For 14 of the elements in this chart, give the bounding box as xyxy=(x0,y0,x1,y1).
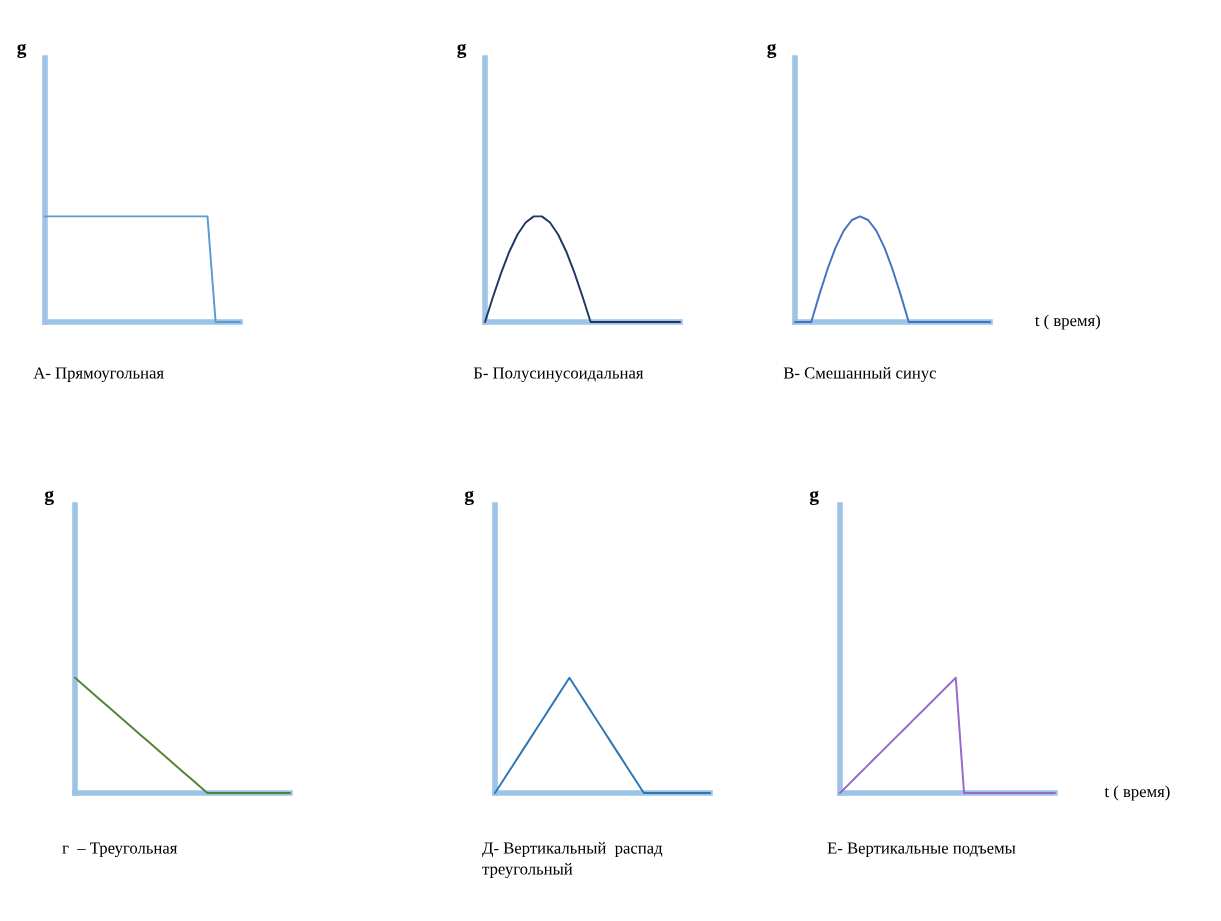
x-axis-title: t ( время) xyxy=(1035,314,1100,330)
y-axis-title: g xyxy=(464,490,474,505)
text: А- Прямоугольная xyxy=(33,367,164,382)
text: Е- Вертикальные подъемы xyxy=(827,842,1016,858)
text: Д- Вертикальный распад треугольный xyxy=(482,842,663,879)
text: г – Треугольная xyxy=(62,842,178,858)
y-axis-title: g xyxy=(767,43,777,58)
y-axis-title: g xyxy=(17,43,27,58)
text: В- Смешанный синус xyxy=(783,366,936,382)
x-axis-title: t ( время) xyxy=(1104,785,1170,801)
text: Б- Полусинусоидальная xyxy=(473,367,644,382)
y-axis-title: g xyxy=(809,490,819,505)
y-axis-title: g xyxy=(44,490,54,505)
y-axis-title: g xyxy=(457,43,467,58)
